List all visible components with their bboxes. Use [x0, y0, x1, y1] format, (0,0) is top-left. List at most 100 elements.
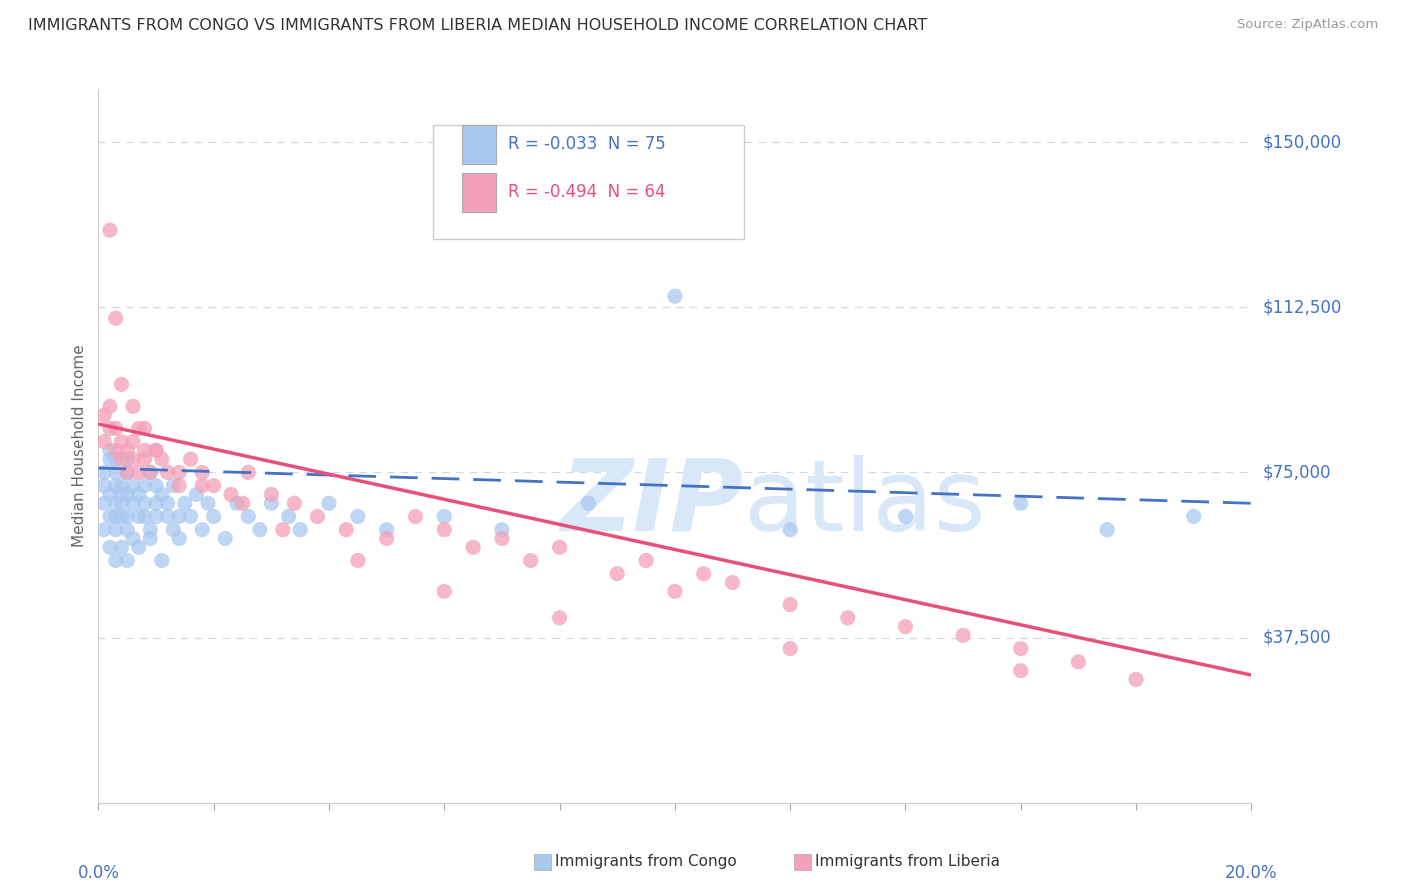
Point	[134, 496, 156, 510]
FancyBboxPatch shape	[461, 125, 496, 164]
Point	[128, 466, 150, 480]
Text: IMMIGRANTS FROM CONGO VS IMMIGRANTS FROM LIBERIA MEDIAN HOUSEHOLD INCOME CORRELA: IMMIGRANTS FROM CONGO VS IMMIGRANTS FROM…	[28, 18, 928, 33]
Point	[104, 443, 127, 458]
Point	[110, 478, 132, 492]
Point	[491, 523, 513, 537]
Point	[238, 466, 260, 480]
Point	[335, 523, 357, 537]
Point	[249, 523, 271, 537]
Point	[110, 487, 132, 501]
Point	[110, 509, 132, 524]
Point	[167, 509, 190, 524]
Point	[219, 487, 242, 501]
Point	[578, 496, 600, 510]
Point	[104, 553, 127, 567]
Point	[548, 541, 571, 555]
Point	[117, 443, 138, 458]
Point	[104, 452, 127, 467]
Point	[156, 496, 179, 510]
Point	[117, 509, 138, 524]
Point	[134, 452, 156, 467]
Point	[110, 377, 132, 392]
Point	[433, 509, 456, 524]
Point	[186, 487, 208, 501]
Point	[98, 541, 121, 555]
Point	[779, 523, 801, 537]
Text: R = -0.033  N = 75: R = -0.033 N = 75	[508, 136, 665, 153]
Point	[167, 478, 190, 492]
Point	[174, 496, 197, 510]
Point	[1010, 641, 1032, 656]
Point	[110, 434, 132, 449]
Point	[134, 509, 156, 524]
Point	[225, 496, 247, 510]
Point	[461, 541, 484, 555]
Point	[214, 532, 236, 546]
Point	[104, 509, 127, 524]
Text: Immigrants from Liberia: Immigrants from Liberia	[815, 855, 1001, 869]
Point	[98, 452, 121, 467]
Point	[837, 611, 859, 625]
Point	[122, 452, 145, 467]
Point	[283, 496, 305, 510]
Point	[375, 523, 398, 537]
Point	[346, 509, 368, 524]
Text: 20.0%: 20.0%	[1225, 864, 1278, 882]
Point	[636, 553, 658, 567]
Point	[191, 466, 214, 480]
Point	[93, 523, 115, 537]
Point	[202, 509, 225, 524]
Point	[134, 478, 156, 492]
Point	[98, 400, 121, 414]
Point	[93, 434, 115, 449]
Point	[167, 466, 190, 480]
Point	[156, 466, 179, 480]
Point	[122, 434, 145, 449]
Point	[145, 443, 167, 458]
Point	[139, 523, 162, 537]
Point	[548, 611, 571, 625]
Point	[779, 641, 801, 656]
Point	[231, 496, 254, 510]
Point	[139, 466, 162, 480]
Point	[433, 523, 456, 537]
Point	[104, 478, 127, 492]
Point	[238, 509, 260, 524]
Point	[779, 598, 801, 612]
Text: $150,000: $150,000	[1263, 133, 1341, 151]
Point	[110, 452, 132, 467]
Point	[180, 452, 202, 467]
Point	[606, 566, 628, 581]
Point	[307, 509, 329, 524]
Point	[98, 443, 121, 458]
Point	[134, 443, 156, 458]
Point	[122, 478, 145, 492]
Point	[104, 311, 127, 326]
Point	[1097, 523, 1119, 537]
Point	[162, 523, 184, 537]
Point	[110, 541, 132, 555]
Point	[150, 452, 173, 467]
Point	[122, 496, 145, 510]
Point	[162, 478, 184, 492]
Point	[167, 532, 190, 546]
Point	[139, 466, 162, 480]
Point	[191, 478, 214, 492]
Point	[117, 466, 138, 480]
Point	[117, 523, 138, 537]
Point	[894, 509, 917, 524]
Point	[318, 496, 340, 510]
Point	[150, 553, 173, 567]
Point	[191, 523, 214, 537]
Point	[1067, 655, 1090, 669]
Point	[202, 478, 225, 492]
Point	[197, 496, 219, 510]
Point	[260, 487, 283, 501]
Point	[93, 496, 115, 510]
Point	[491, 532, 513, 546]
Point	[433, 584, 456, 599]
Point	[156, 509, 179, 524]
Point	[104, 466, 127, 480]
Point	[145, 496, 167, 510]
Point	[98, 509, 121, 524]
